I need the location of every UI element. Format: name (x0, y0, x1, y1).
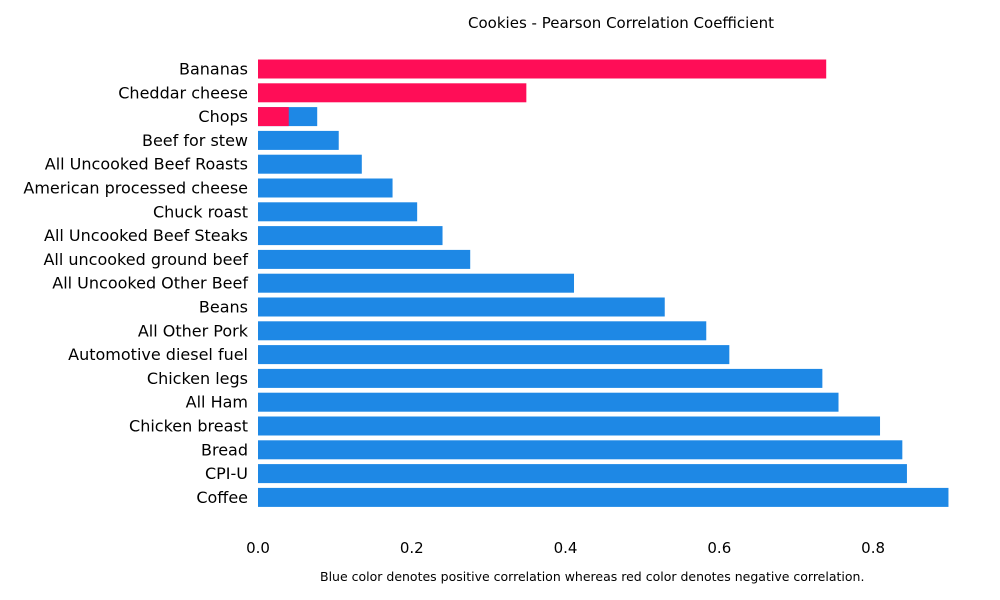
positive-bar (258, 297, 665, 317)
positive-bar (258, 130, 339, 150)
category-label: Beef for stew (142, 131, 248, 150)
negative-bar (258, 59, 827, 79)
positive-bar (258, 321, 707, 341)
category-label: Bread (201, 440, 248, 459)
category-label: All uncooked ground beef (43, 250, 248, 269)
x-axis-ticks: 0.0 0.2 0.4 0.6 0.8 (246, 539, 885, 557)
x-tick-label: 0.0 (246, 539, 270, 557)
chart-caption: Blue color denotes positive correlation … (320, 569, 865, 584)
positive-bar (258, 273, 575, 293)
positive-bar (258, 202, 418, 222)
category-label: Coffee (196, 488, 248, 507)
category-labels: Bananas Cheddar cheese Chops Beef for stew A… (23, 60, 248, 507)
category-label: American processed cheese (23, 179, 248, 198)
category-label: Chuck roast (153, 202, 248, 221)
positive-bar (258, 178, 393, 198)
positive-bar (258, 392, 839, 412)
positive-bar (258, 249, 471, 269)
positive-bar (258, 464, 907, 484)
category-label: Chops (198, 107, 248, 126)
category-label: All Other Pork (138, 321, 249, 340)
negative-bar (258, 83, 527, 103)
positive-bar (258, 416, 881, 436)
positive-bar (258, 226, 443, 246)
x-tick-label: 0.2 (400, 539, 424, 557)
chart-title: Cookies - Pearson Correlation Coefficien… (468, 14, 774, 32)
positive-bar (258, 154, 362, 174)
x-tick-label: 0.6 (707, 539, 731, 557)
category-label: All Uncooked Other Beef (52, 274, 248, 293)
category-label: All Ham (186, 393, 248, 412)
positive-bar (258, 487, 949, 507)
category-label: Bananas (179, 60, 248, 79)
x-tick-label: 0.8 (861, 539, 885, 557)
category-label: All Uncooked Beef Roasts (45, 155, 248, 174)
positive-bar (258, 368, 823, 388)
category-label: Beans (199, 298, 248, 317)
positive-bar (258, 440, 903, 460)
positive-bar (258, 345, 730, 365)
category-label: CPI-U (205, 464, 248, 483)
category-label: Chicken breast (129, 417, 248, 436)
category-label: Cheddar cheese (118, 83, 248, 102)
category-label: Automotive diesel fuel (68, 345, 248, 364)
x-tick-label: 0.4 (554, 539, 578, 557)
category-label: Chicken legs (147, 369, 248, 388)
category-label: All Uncooked Beef Steaks (44, 226, 248, 245)
negative-bar (258, 107, 289, 127)
bars-group (258, 59, 949, 507)
